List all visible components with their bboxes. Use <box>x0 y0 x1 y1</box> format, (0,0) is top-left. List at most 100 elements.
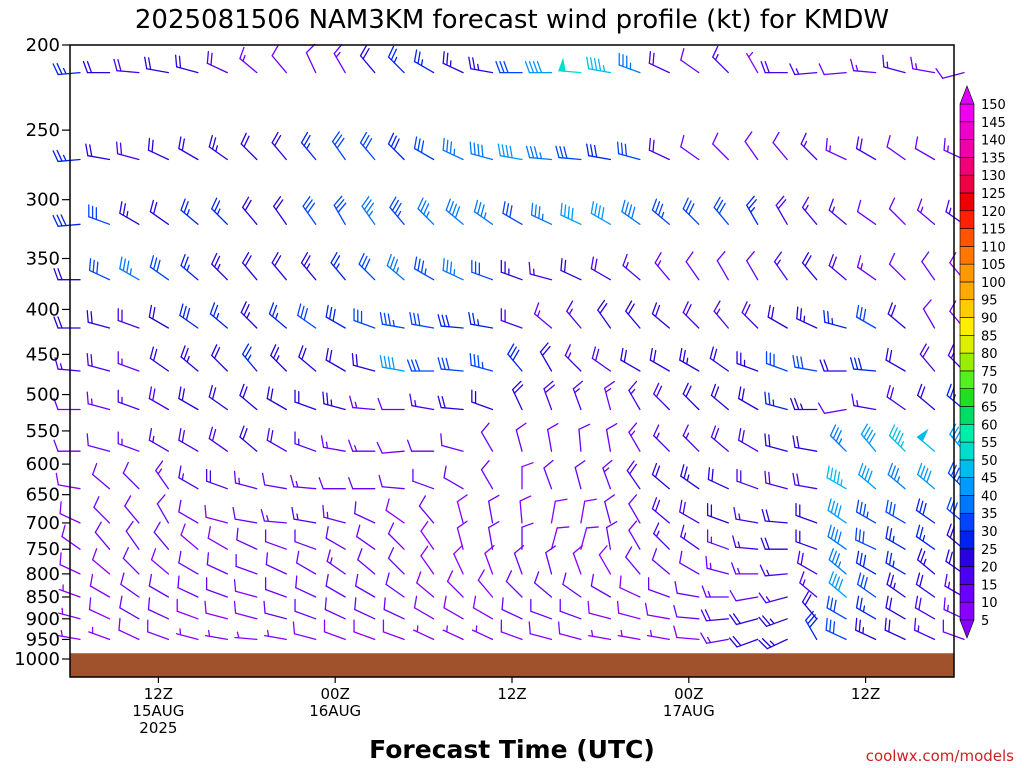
wind-barb <box>885 595 906 620</box>
wind-barb <box>305 43 317 74</box>
wind-barb <box>673 604 700 620</box>
wind-barb <box>850 357 877 372</box>
wind-barb <box>472 595 494 620</box>
wind-barb <box>760 60 788 74</box>
wind-barb <box>682 197 700 225</box>
wind-barb <box>437 395 464 411</box>
wind-barb <box>385 498 405 524</box>
color-legend-swatch <box>959 406 975 425</box>
y-tick-label: 750 <box>26 539 60 560</box>
wind-barb <box>348 477 376 490</box>
wind-barb <box>625 300 641 329</box>
wind-barb <box>888 252 906 281</box>
wind-barb <box>91 548 111 575</box>
wind-barb <box>764 391 788 411</box>
color-legend-swatch <box>959 246 975 265</box>
wind-barb <box>382 619 405 641</box>
wind-barb <box>265 552 287 575</box>
wind-barb <box>796 306 818 329</box>
wind-barb <box>86 352 111 372</box>
wind-barb <box>790 397 818 411</box>
y-tick-label: 400 <box>26 299 60 320</box>
wind-barb <box>621 199 641 225</box>
wind-barb <box>413 49 435 74</box>
wind-barb <box>580 526 599 550</box>
wind-barb <box>473 199 494 225</box>
wind-barb <box>728 635 759 648</box>
color-legend-label: 25 <box>981 543 998 558</box>
color-legend-swatch <box>959 103 975 123</box>
wind-barb <box>325 304 346 329</box>
wind-barb <box>700 632 729 644</box>
wind-barb <box>208 426 228 452</box>
wind-barb <box>828 571 847 598</box>
wind-barb <box>829 424 847 452</box>
wind-barb <box>148 304 170 329</box>
color-legend-label: 145 <box>981 116 1006 131</box>
x-tick-label: 12Z <box>851 685 880 703</box>
wind-barb <box>379 312 405 329</box>
wind-barb <box>488 494 500 524</box>
wind-barb <box>389 196 405 225</box>
wind-barb <box>856 199 877 225</box>
wind-barb <box>456 520 468 550</box>
wind-barb <box>574 460 586 490</box>
wind-barb <box>443 595 464 620</box>
color-legend-label: 30 <box>981 525 998 540</box>
wind-barb <box>653 424 670 452</box>
wind-barb <box>361 196 376 225</box>
wind-barb <box>515 422 527 452</box>
wind-barb <box>653 382 670 411</box>
wind-barb <box>469 141 494 161</box>
color-legend-swatch <box>959 121 975 140</box>
color-legend-swatch <box>959 388 975 407</box>
wind-barb <box>322 504 346 524</box>
color-legend-label: 40 <box>981 489 998 504</box>
y-axis: 200 250 300 350 400 450 500 550 600 650 700 750 8008… <box>14 35 70 670</box>
wind-barbs-layer <box>52 43 965 650</box>
wind-barb <box>855 550 877 575</box>
wind-barb <box>52 149 81 163</box>
wind-barb <box>446 570 464 598</box>
wind-barb <box>333 195 347 225</box>
wind-barb <box>86 391 111 411</box>
wind-barb <box>179 303 199 329</box>
wind-barb <box>915 524 936 550</box>
wind-barb <box>502 201 523 225</box>
wind-barb <box>330 252 346 281</box>
wind-barb <box>358 252 376 281</box>
wind-barb <box>764 470 788 490</box>
wind-barb <box>500 259 523 281</box>
wind-barb <box>383 597 405 620</box>
color-legend-swatch <box>959 174 975 194</box>
wind-barb <box>295 575 317 598</box>
wind-barb <box>271 252 287 281</box>
wind-barb <box>354 501 376 524</box>
wind-barb <box>789 63 818 76</box>
wind-barb <box>884 617 906 641</box>
wind-barb <box>792 435 818 452</box>
wind-barb <box>713 196 729 225</box>
wind-barb <box>147 597 170 620</box>
wind-barb <box>273 196 287 225</box>
wind-barb <box>445 198 464 225</box>
wind-barb <box>204 600 228 620</box>
wind-barb <box>178 499 199 524</box>
wind-barb <box>604 380 615 411</box>
wind-barb <box>325 526 346 550</box>
x-tick-label: 2025 <box>139 719 177 737</box>
wind-barb <box>737 386 759 411</box>
wind-barb <box>799 571 818 598</box>
wind-barb <box>155 460 170 490</box>
wind-barb <box>294 431 317 452</box>
wind-barb <box>500 619 523 641</box>
wind-barb <box>204 629 228 641</box>
wind-barb <box>387 522 405 550</box>
wind-barb <box>348 439 376 452</box>
y-tick-label: 700 <box>26 513 60 534</box>
wind-barb <box>519 495 532 524</box>
wind-barb <box>471 625 494 641</box>
color-legend-label: 150 <box>981 98 1006 113</box>
wind-barb <box>147 137 170 161</box>
